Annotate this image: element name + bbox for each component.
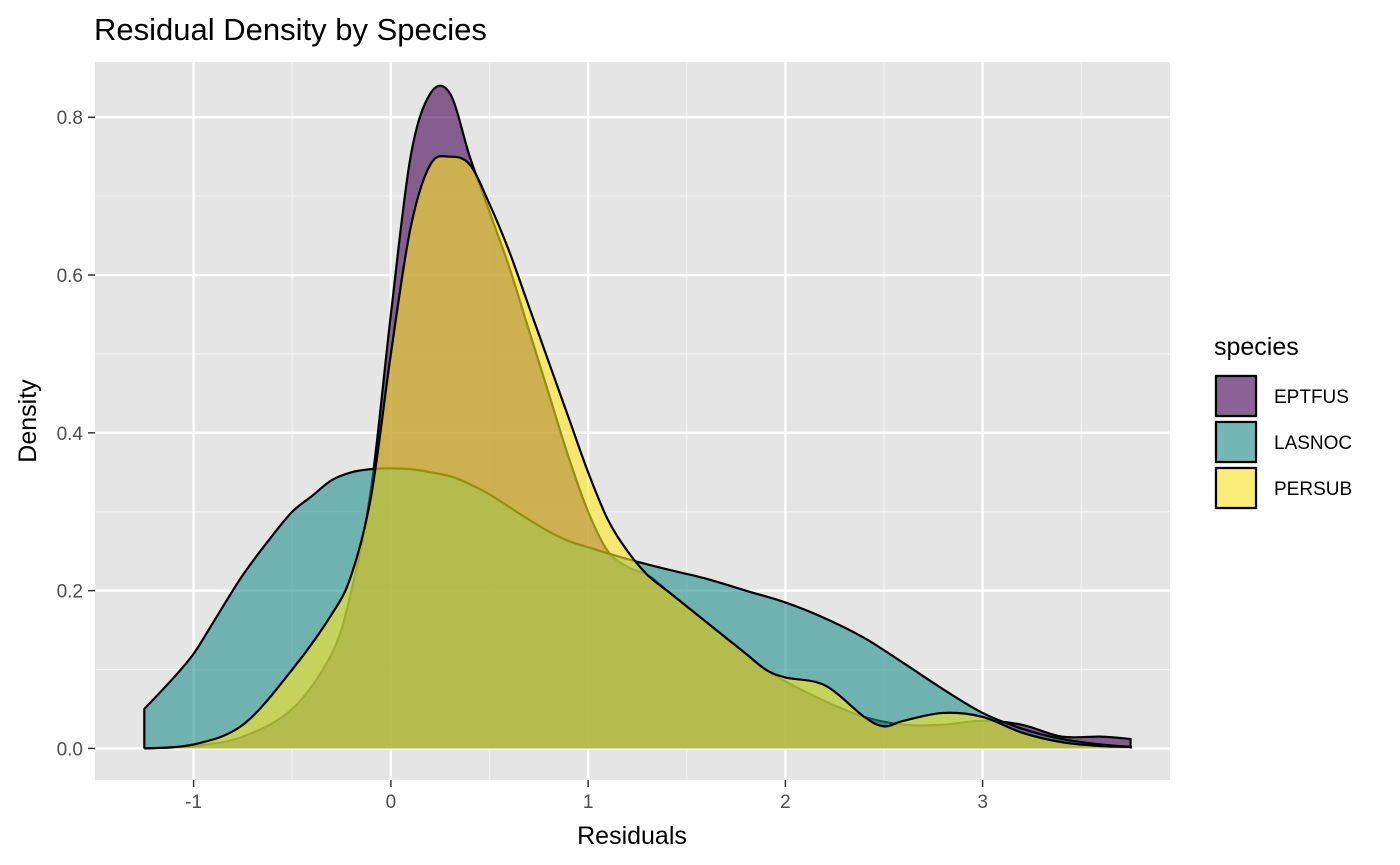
x-tick-label: -1 (185, 792, 202, 813)
y-tick-label: 0.2 (57, 582, 83, 603)
y-axis-title: Density (14, 379, 42, 463)
x-tick-label: 0 (386, 792, 397, 813)
y-tick-label: 0.4 (57, 424, 84, 445)
legend-label-lasnoc: LASNOC (1274, 433, 1352, 454)
x-tick-label: 3 (977, 792, 988, 813)
x-tick-label: 1 (583, 792, 594, 813)
x-tick-label: 2 (780, 792, 791, 813)
y-tick-label: 0.8 (57, 108, 83, 129)
legend-label-eptfus: EPTFUS (1274, 387, 1349, 408)
density-line-persub (144, 154, 1132, 750)
y-tick-label: 0.6 (57, 266, 83, 287)
legend-key-lasnoc (1214, 420, 1258, 464)
chart-title: Residual Density by Species (94, 12, 487, 47)
x-axis-title: Residuals (577, 822, 687, 850)
legend-key-eptfus (1214, 374, 1258, 418)
y-tick-label: 0.0 (57, 739, 83, 760)
legend-title: species (1214, 333, 1299, 361)
density-areas (143, 84, 1132, 750)
legend-key-persub (1214, 466, 1258, 510)
y-axis-ticks: 0.0 0.2 0.4 0.6 0.8 (57, 108, 95, 760)
legend: species EPTFUS LASNOC PERSUB (1214, 333, 1352, 510)
legend-label-persub: PERSUB (1274, 479, 1352, 500)
x-axis-ticks: -1 0 1 2 3 (185, 780, 988, 813)
density-area-persub (144, 156, 1131, 749)
